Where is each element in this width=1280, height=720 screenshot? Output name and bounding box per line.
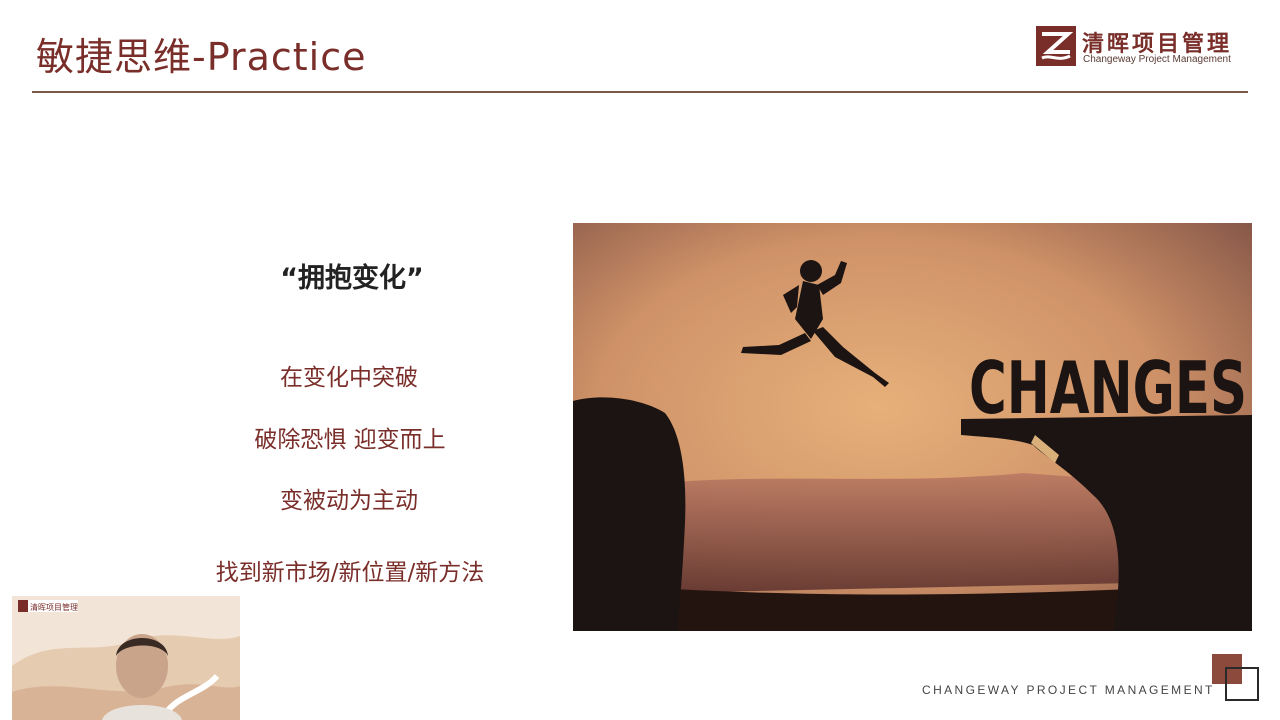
piton bbox=[1031, 435, 1059, 463]
left-cliff bbox=[573, 397, 686, 631]
company-logo: 清晖项目管理 Changeway Project Management bbox=[1036, 26, 1248, 70]
bullet-line-4: 找到新市场/新位置/新方法 bbox=[215, 560, 485, 586]
bullet-line-1: 在变化中突破 bbox=[280, 365, 418, 391]
logo-mark-icon bbox=[1036, 26, 1076, 66]
changes-word: CHANGES bbox=[969, 346, 1247, 430]
bullet-line-2: 破除恐惧 迎变而上 bbox=[254, 427, 446, 453]
footer-brand: CHANGEWAY PROJECT MANAGEMENT bbox=[922, 683, 1215, 697]
logo-chinese-text: 清晖项目管理 bbox=[1082, 32, 1233, 57]
corner-decoration bbox=[1212, 654, 1259, 701]
jumping-runner bbox=[741, 260, 889, 387]
logo-english-text: Changeway Project Management bbox=[1083, 54, 1231, 65]
right-cliff bbox=[961, 415, 1252, 631]
bullet-line-3: 变被动为主动 bbox=[280, 488, 418, 514]
webcam-feed: 清晖项目管理 bbox=[12, 596, 240, 720]
changes-illustration: CHANGES bbox=[573, 223, 1252, 631]
presenter-face bbox=[116, 634, 168, 698]
webcam-logo-text: 清晖项目管理 bbox=[30, 602, 78, 612]
header-divider bbox=[32, 91, 1248, 93]
quote-heading: “拥抱变化” bbox=[280, 263, 424, 294]
slide-title: 敏捷思维-Practice bbox=[36, 35, 367, 79]
